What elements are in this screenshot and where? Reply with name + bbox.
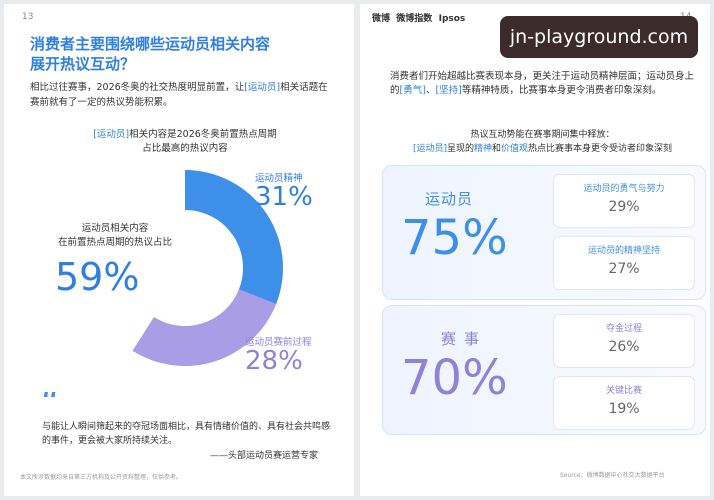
item-name: 运动员的勇气与努力 bbox=[583, 184, 665, 194]
annotation: 运动员相关内容 在前置热点周期的热议占比 bbox=[58, 222, 172, 250]
panel-name: 运动员 bbox=[425, 190, 474, 208]
quote-author: ——头部运动员赛运营专家 bbox=[210, 451, 319, 461]
highlight: [坚持] bbox=[435, 85, 462, 96]
highlight: [运动员] bbox=[412, 144, 447, 154]
quote: 与能让人瞬间筛起来的夺冠场面相比，具有情绪价值的、具有社会共鸣感的事件，更会被大… bbox=[42, 422, 331, 446]
donut-segment bbox=[185, 170, 283, 305]
item: 运动员的勇气与努力 29% bbox=[553, 174, 695, 228]
text: 热点比赛事本身更令受访者印象深刻 bbox=[528, 144, 673, 154]
text: 热议互动势能在赛事期间集中释放： bbox=[470, 130, 615, 140]
item-value: 19% bbox=[608, 401, 640, 417]
logo: 微博指数 bbox=[396, 14, 433, 24]
text: 呈现的 bbox=[446, 144, 474, 154]
logos: 微博 微博指数 Ipsos bbox=[372, 11, 465, 24]
panel-name: 赛事 bbox=[441, 330, 488, 348]
panel-value: 75% bbox=[401, 210, 508, 266]
item-name: 夺金过程 bbox=[605, 324, 642, 334]
segment-value: 28% bbox=[245, 346, 303, 376]
panel-value: 70% bbox=[401, 350, 508, 406]
intro: 相比过往赛事，2026冬奥的社交热度明显前置，让[运动员]相关话题在赛前就有了一… bbox=[30, 80, 330, 110]
text: 和 bbox=[492, 144, 502, 154]
highlight: [运动员] bbox=[244, 82, 281, 93]
chart-title: 热议互动势能在赛事期间集中释放： [运动员]呈现的精神和价值观热点比赛事本身更令受… bbox=[380, 128, 705, 156]
segment-value: 31% bbox=[255, 182, 313, 212]
item: 关键比赛 19% bbox=[553, 376, 695, 430]
chart-title: [运动员]相关内容是2026冬奥前置热点周期占比最高的热议内容 bbox=[45, 128, 325, 156]
highlight: 价值观 bbox=[501, 144, 529, 154]
text: 占比最高的热议内容 bbox=[142, 143, 228, 154]
watermark: jn-playground.com bbox=[500, 16, 698, 58]
highlight: 精神 bbox=[473, 144, 492, 154]
text: 让 bbox=[234, 82, 245, 93]
item: 运动员的精神坚持 27% bbox=[553, 236, 695, 290]
total-value: 59% bbox=[55, 255, 140, 299]
item-name: 关键比赛 bbox=[605, 386, 642, 396]
segment-name: 运动员精神 bbox=[255, 173, 303, 184]
text: 相比过往赛事，2026冬奥的社交热度明显前置， bbox=[30, 82, 235, 93]
item-value: 27% bbox=[608, 261, 640, 277]
item: 夺金过程 26% bbox=[553, 314, 695, 368]
item-value: 26% bbox=[608, 339, 640, 355]
text: 在前置热点周期的热议占比 bbox=[58, 237, 173, 248]
title-line: 展开热议互动？ bbox=[30, 55, 136, 73]
intro: 消费者们开始超越比赛表现本身，更关注于运动员精神层面；运动员身上的[勇气]、[坚… bbox=[390, 70, 700, 98]
logo: Ipsos bbox=[438, 14, 466, 24]
item-value: 29% bbox=[608, 199, 640, 215]
logo: 微博 bbox=[372, 14, 391, 24]
page-number: 13 bbox=[22, 12, 34, 22]
text: 等精神特质，比赛事本身更令消费者印象深刻。 bbox=[461, 85, 662, 96]
text: 运动员身上的 bbox=[390, 71, 695, 96]
text: 消费者们开始超越比赛表现本身，更关注于运动员精神层面； bbox=[390, 71, 647, 82]
segment-name: 运动员赛前过程 bbox=[245, 337, 312, 348]
highlight: [运动员] bbox=[93, 129, 130, 140]
donut-chart bbox=[132, 170, 283, 366]
left-page bbox=[4, 4, 354, 496]
source: Source：微博数据中心社交大数据平台 bbox=[560, 472, 665, 479]
title-line: 消费者主要围绕哪些运动员相关内容 bbox=[30, 35, 271, 53]
highlight: [勇气] bbox=[399, 85, 426, 96]
text: 相关内容是2026冬奥前置热点周期 bbox=[129, 129, 277, 140]
quote-mark: “ bbox=[40, 392, 59, 414]
svg-text:“: “ bbox=[40, 392, 59, 414]
text: 相关话题在赛前就有了一定的热议势能积累。 bbox=[30, 82, 328, 108]
title: 消费者主要围绕哪些运动员相关内容 展开热议互动？ bbox=[30, 34, 270, 74]
panel: 运动员 75% 运动员的勇气与努力 29% 运动员的精神坚持 27% bbox=[382, 165, 706, 300]
donut-segment bbox=[132, 289, 277, 366]
item-name: 运动员的精神坚持 bbox=[587, 246, 660, 256]
footer: 本文所涉数据均来自第三方机构及公开资料整理，仅供参考。 bbox=[20, 474, 183, 481]
panel: 赛事 70% 夺金过程 26% 关键比赛 19% bbox=[382, 305, 706, 435]
text: 、 bbox=[425, 85, 436, 96]
text: 运动员相关内容 bbox=[81, 223, 149, 234]
